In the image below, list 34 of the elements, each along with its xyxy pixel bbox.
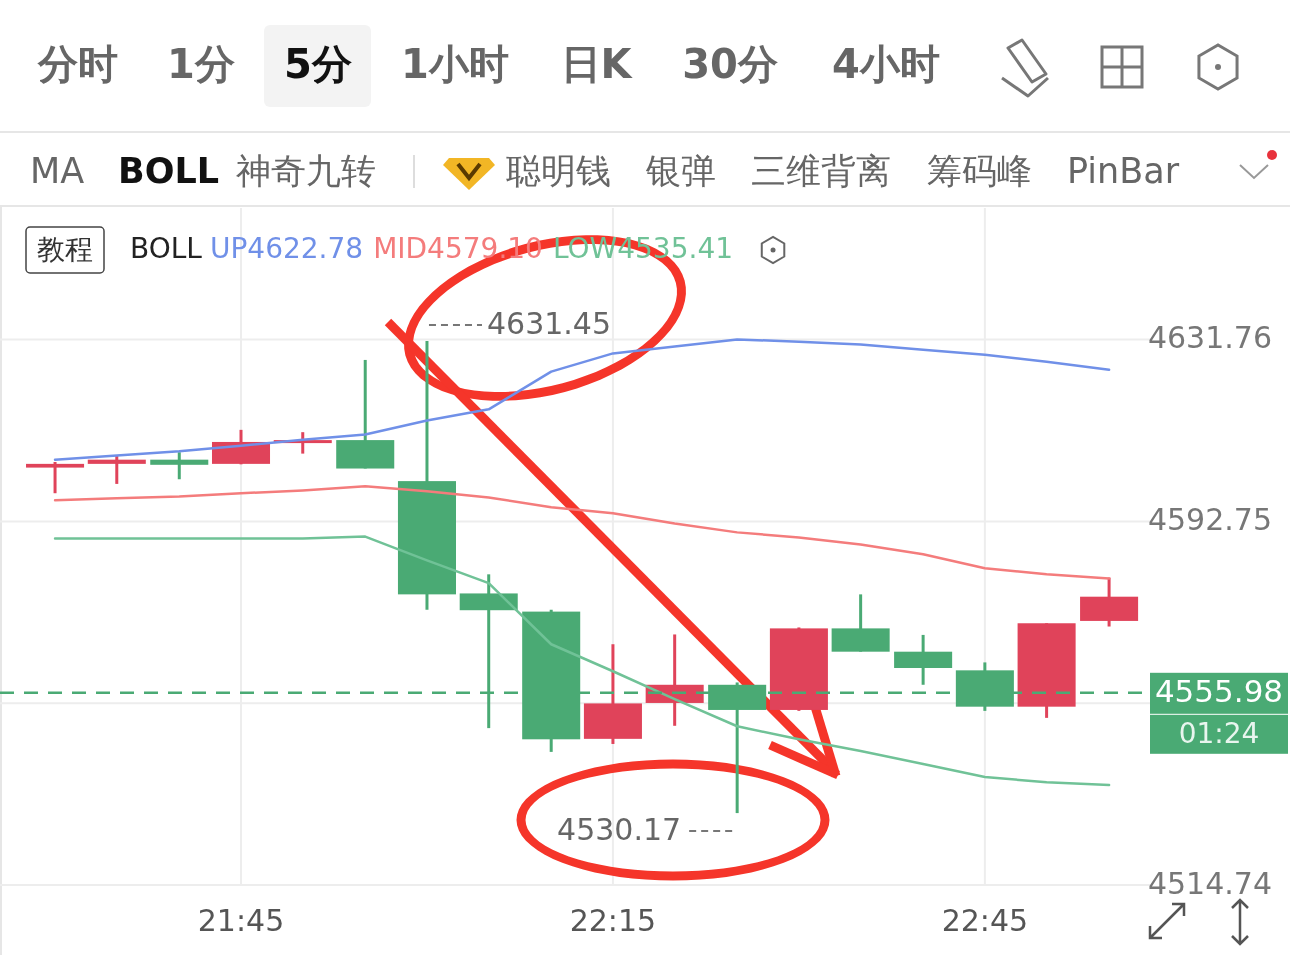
candlestick <box>150 452 209 480</box>
candlestick <box>87 455 146 484</box>
y-tick-label: 4592.75 <box>1147 501 1272 537</box>
text: 神奇九转 <box>236 151 376 191</box>
line-series <box>53 535 1111 787</box>
annotation: 教程 <box>37 233 93 266</box>
text: 4小时 <box>832 41 940 87</box>
text: 30分 <box>682 41 778 87</box>
line-series <box>53 338 1111 461</box>
text: 银弹 <box>645 151 716 191</box>
text: MA <box>30 151 85 191</box>
ref-line-label: 4555.98 <box>1154 673 1284 710</box>
x-tick-label: 22:15 <box>569 902 657 938</box>
text: 聪明钱 <box>506 151 611 191</box>
text: UP4622.78 <box>209 232 364 265</box>
y-tick-label: 4631.76 <box>1147 320 1272 356</box>
text: 1分 <box>167 41 235 87</box>
text: PinBar <box>1067 151 1180 191</box>
text: BOLL <box>118 151 220 191</box>
text: 分时 <box>37 41 118 87</box>
line-series <box>53 484 1111 580</box>
text: 01:24 <box>1178 716 1260 750</box>
text: 日K <box>560 41 634 87</box>
legend-title: BOLL <box>130 232 203 265</box>
y-tick-label: 4514.74 <box>1147 865 1272 901</box>
text: 筹码峰 <box>927 151 1032 191</box>
x-tick-label: 22:45 <box>941 902 1029 938</box>
annotation: 4530.17 <box>557 811 682 847</box>
text: 三维背离 <box>751 151 891 191</box>
x-tick-label: 21:45 <box>197 902 285 938</box>
candlestick <box>26 462 85 495</box>
text: 5分 <box>284 41 352 87</box>
text: 1小时 <box>401 41 509 87</box>
annotation: 4631.45 <box>486 305 612 341</box>
